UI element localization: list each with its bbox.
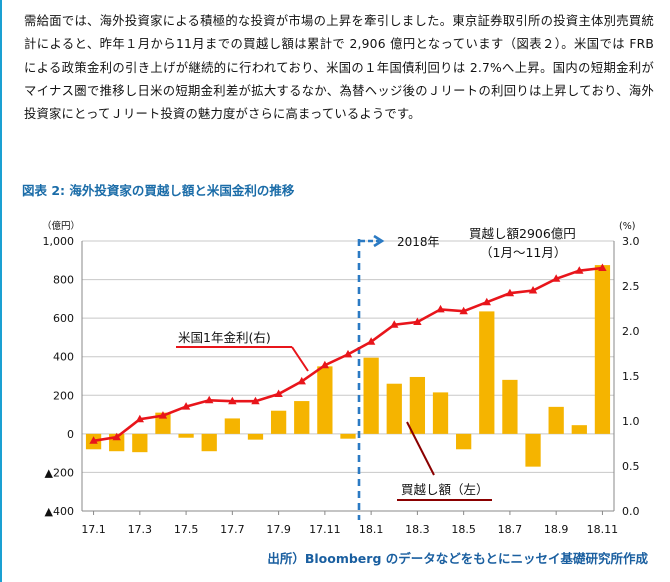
rate-point: [251, 396, 260, 405]
rate-point: [505, 288, 515, 297]
left-axis-unit: （億円）: [42, 220, 80, 232]
bar: [340, 433, 356, 439]
bar-callout: 買越し額（左）: [401, 482, 489, 497]
bar: [548, 406, 564, 434]
period-divider: [357, 234, 385, 520]
x-tick-label: 18.7: [498, 523, 523, 536]
rate-point: [320, 360, 330, 369]
period-label: 2018年: [397, 235, 440, 249]
bar: [432, 392, 449, 434]
bar: [525, 433, 541, 467]
left-tick-label: 400: [53, 351, 74, 364]
x-tick-label: 17.5: [174, 523, 199, 536]
x-tick-label: 17.11: [309, 523, 341, 536]
right-tick-label: 1.5: [622, 370, 640, 383]
x-tick-label: 18.11: [587, 523, 619, 536]
bar: [132, 433, 148, 453]
line-series: [89, 263, 607, 444]
rate-point: [459, 306, 468, 315]
body-paragraph: 需給面では、海外投資家による積極的な投資が市場の上昇を牽引しました。東京証券取引…: [24, 14, 654, 122]
rate-point: [297, 376, 306, 385]
right-tick-label: 0.0: [622, 505, 640, 518]
bar: [178, 433, 194, 438]
chart-axes: [81, 241, 615, 512]
rate-point: [343, 349, 353, 358]
bar: [409, 376, 426, 434]
right-axis-unit: (%): [619, 221, 635, 232]
x-tick-label: 18.3: [405, 523, 430, 536]
rate-point: [528, 286, 538, 294]
bar-callout-leader: [406, 421, 435, 476]
rate-point: [135, 414, 145, 423]
bar: [247, 433, 264, 440]
line-callout: 米国1年金利(右): [178, 330, 271, 345]
x-tick-label: 17.1: [81, 523, 106, 536]
chart-annotations: （億円） (%) 2018年 買越し額2906億円 （1月～11月） 米国1年金…: [42, 220, 635, 501]
left-tick-label: 200: [53, 389, 74, 402]
figure-title: 図表 2: 海外投資家の買越し額と米国金利の推移: [22, 183, 295, 198]
bar: [479, 311, 495, 434]
bar: [270, 410, 287, 434]
right-tick-label: 2.0: [622, 325, 640, 338]
x-axis-ticks: 17.1 17.3 17.5 17.7 17.9 17.11 18.1 18.3 18.5 18.…: [81, 511, 618, 536]
left-tick-label: ▲200: [45, 466, 74, 479]
bar: [594, 265, 611, 434]
rate-point: [181, 402, 191, 410]
line-callout-leader: [291, 346, 309, 372]
bar: [317, 366, 333, 434]
rate-point: [598, 263, 607, 271]
left-axis-ticks: 1,000 800 600 400 200 0 ▲200 ▲400: [43, 235, 75, 518]
rate-point: [366, 337, 376, 345]
rate-point: [112, 432, 121, 441]
right-tick-label: 3.0: [622, 235, 640, 248]
bar: [386, 383, 402, 434]
right-tick-label: 0.5: [622, 460, 640, 473]
bar: [456, 433, 472, 450]
rate-point: [274, 389, 283, 397]
rate-point: [413, 317, 422, 325]
left-tick-label: 800: [53, 274, 74, 287]
right-tick-label: 1.0: [622, 415, 640, 428]
x-tick-label: 18.1: [359, 523, 384, 536]
left-tick-label: 1,000: [43, 235, 75, 248]
x-tick-label: 18.5: [451, 523, 476, 536]
bar: [502, 379, 518, 434]
rate-point: [205, 395, 214, 404]
bar: [201, 433, 217, 452]
period-arrow-head: [373, 234, 385, 248]
figure-source: 出所）Bloomberg のデータなどをもとにニッセイ基礎研究所作成: [267, 551, 648, 566]
total-label-line1: 買越し額2906億円: [469, 226, 576, 241]
left-tick-label: 0: [67, 428, 74, 441]
rate-point: [390, 320, 399, 328]
rate-point: [158, 411, 168, 419]
rate-point: [482, 297, 491, 306]
bar: [294, 401, 310, 434]
bar-series: [85, 265, 611, 467]
bar: [571, 425, 587, 434]
rate-point: [551, 274, 561, 282]
x-tick-label: 17.9: [266, 523, 291, 536]
x-tick-label: 17.7: [220, 523, 245, 536]
left-tick-label: ▲400: [45, 505, 74, 518]
right-tick-label: 2.5: [622, 280, 640, 293]
total-label-line2: （1月～11月）: [480, 245, 566, 260]
x-tick-label: 18.9: [544, 523, 569, 536]
rate-point: [575, 266, 584, 274]
x-tick-label: 17.3: [128, 523, 153, 536]
bar: [224, 418, 240, 434]
rate-point: [228, 396, 237, 405]
left-tick-label: 600: [53, 312, 74, 325]
right-axis-ticks: 3.0 2.5 2.0 1.5 1.0 0.5 0.0: [622, 235, 640, 518]
rate-point: [436, 304, 445, 313]
rate-point: [89, 436, 98, 444]
bar: [363, 357, 379, 434]
